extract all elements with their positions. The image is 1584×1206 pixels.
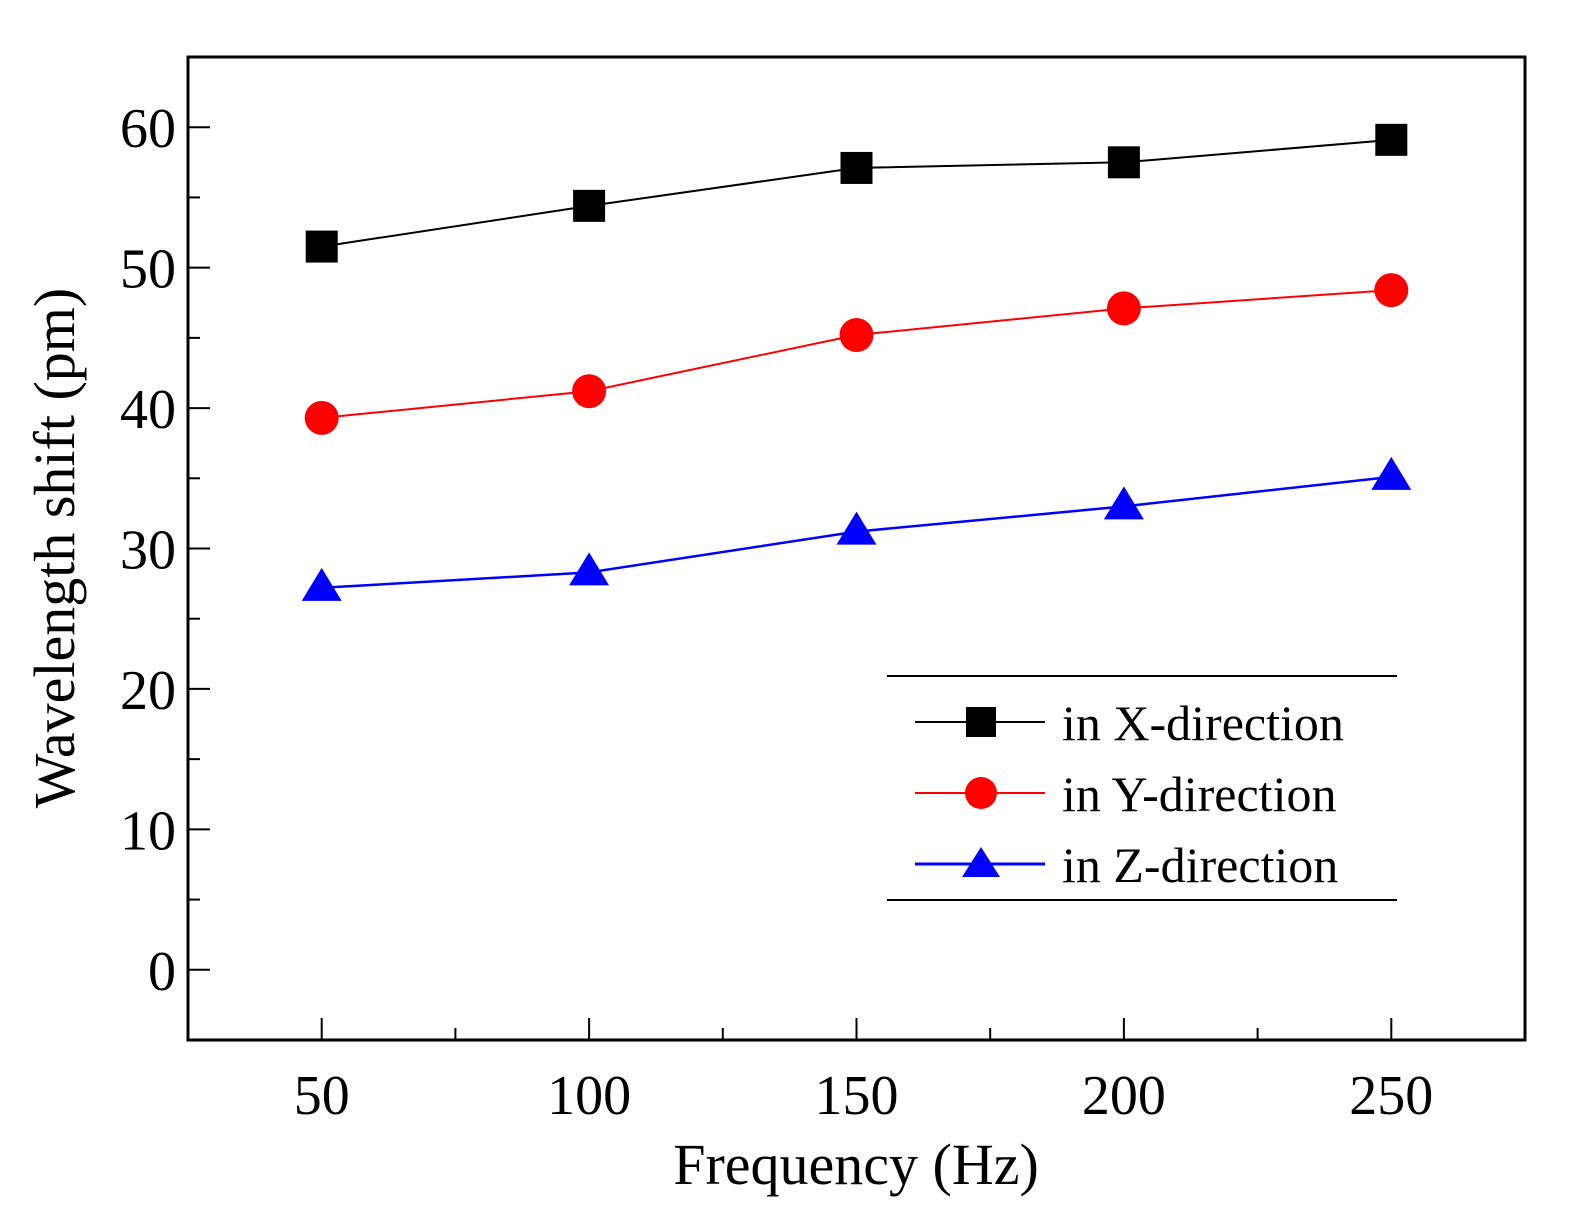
data-point-circle — [1106, 291, 1141, 326]
legend-label-y-direction: in Y-direction — [1062, 766, 1336, 822]
data-point-circle — [839, 318, 874, 353]
series-in-z-direction — [301, 456, 1412, 601]
x-tick-label: 250 — [1349, 1065, 1433, 1127]
y-tick-label: 50 — [120, 239, 176, 301]
data-point-square — [1107, 146, 1140, 179]
series-line-in-y-direction — [321, 289, 1392, 419]
data-point-square — [1375, 123, 1408, 156]
x-tick-label: 100 — [547, 1065, 631, 1127]
legend-marker-square — [966, 707, 996, 737]
data-point-triangle — [1371, 456, 1412, 490]
y-tick-label: 10 — [120, 800, 176, 862]
legend-marker-circle — [965, 777, 997, 809]
x-axis-title: Frequency (Hz) — [673, 1132, 1039, 1197]
x-tick-label: 200 — [1082, 1065, 1166, 1127]
data-point-circle — [1374, 273, 1409, 308]
x-tick-label: 50 — [294, 1065, 350, 1127]
data-point-triangle — [569, 552, 610, 586]
y-axis-ticks: 0 10 20 30 40 50 60 — [120, 98, 210, 1003]
y-axis-title: Wavelength shift (pm) — [22, 288, 87, 808]
legend-entry-y-direction: in Y-direction — [915, 766, 1336, 822]
legend-marker-triangle — [962, 847, 1000, 877]
series-in-y-direction — [304, 273, 1409, 435]
x-tick-label: 150 — [815, 1065, 899, 1127]
y-tick-label: 60 — [120, 98, 176, 160]
data-point-circle — [572, 374, 607, 409]
series-layer — [301, 123, 1412, 601]
data-point-circle — [304, 400, 339, 435]
y-tick-label: 30 — [120, 520, 176, 582]
y-tick-label: 20 — [120, 660, 176, 722]
x-axis-ticks: 50 100 150 200 250 — [294, 1018, 1433, 1127]
legend-entry-x-direction: in X-direction — [915, 695, 1344, 751]
legend-entry-z-direction: in Z-direction — [915, 837, 1338, 893]
legend: in X-direction in Y-direction in Z-direc… — [887, 675, 1397, 901]
y-tick-label: 40 — [120, 379, 176, 441]
legend-label-z-direction: in Z-direction — [1062, 837, 1338, 893]
data-point-triangle — [1103, 486, 1144, 520]
data-point-square — [573, 189, 606, 222]
data-point-square — [840, 151, 873, 184]
data-point-square — [305, 230, 338, 263]
data-point-triangle — [301, 567, 342, 601]
legend-label-x-direction: in X-direction — [1062, 695, 1344, 751]
y-tick-label: 0 — [148, 941, 176, 1003]
data-point-triangle — [836, 511, 877, 545]
series-in-x-direction — [305, 123, 1408, 263]
